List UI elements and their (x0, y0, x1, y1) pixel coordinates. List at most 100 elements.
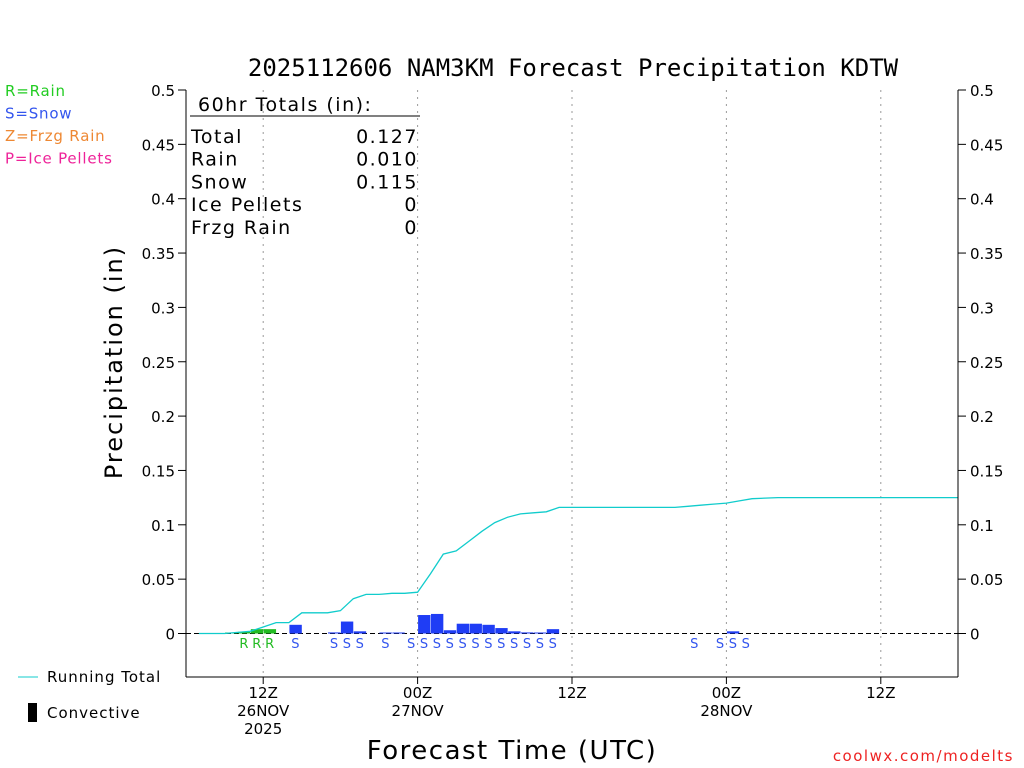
snow-bar (353, 631, 367, 634)
totals-row-label: Total (190, 126, 243, 148)
grid-lines (186, 90, 958, 677)
ptype-letter: S (549, 637, 557, 652)
ptype-letter: S (459, 637, 467, 652)
totals-row-label: Snow (191, 171, 248, 193)
ptype-letter: S (356, 637, 364, 652)
precip-bars (225, 613, 740, 634)
ptype-letter: S (716, 637, 724, 652)
ptype-letter: R (265, 637, 274, 652)
totals-row-value: 0 (404, 194, 418, 216)
snow-bar (521, 632, 534, 634)
y-tick-label-left: 0.45 (142, 136, 175, 154)
y-tick-label-left: 0 (165, 626, 175, 644)
snow-bar (726, 631, 740, 634)
snow-bar (533, 632, 547, 634)
rain-bar (237, 631, 251, 634)
totals-row-value: 0.010 (356, 149, 418, 171)
x-tick-label: 00Z (712, 684, 741, 702)
y-tick-label-left: 0.15 (142, 462, 175, 480)
ptype-letter: R (239, 637, 248, 652)
ptype-letter: S (420, 637, 428, 652)
convective-legend-label: Convective (47, 704, 141, 722)
y-axis-label: Precipitation (in) (100, 245, 128, 479)
running-total-legend-label: Running Total (47, 668, 161, 686)
ptype-letter: S (510, 637, 518, 652)
snow-bar (289, 624, 302, 634)
snow-bar (546, 629, 560, 634)
convective-legend-swatch (28, 703, 37, 722)
totals-row-value: 0.115 (356, 171, 418, 193)
x-tick-label: 28NOV (700, 702, 753, 720)
y-tick-label-left: 0.25 (142, 354, 175, 372)
y-tick-label-right: 0.45 (970, 136, 1003, 154)
snow-bar (430, 613, 444, 634)
source-credit: coolwx.com/modelts (833, 747, 1014, 765)
ptype-letter: S (433, 637, 441, 652)
y-tick-label-left: 0.35 (142, 245, 175, 263)
snow-bar (340, 621, 354, 634)
chart-title: 2025112606 NAM3KM Forecast Precipitation… (248, 54, 899, 82)
totals-row-value: 0.127 (356, 126, 418, 148)
ptype-letter: S (291, 637, 299, 652)
totals-header: 60hr Totals (in): (198, 94, 372, 116)
snow-bar (469, 623, 482, 634)
y-tick-label-right: 0.05 (970, 571, 1003, 589)
x-tick-label: 12Z (866, 684, 895, 702)
snow-bar (392, 632, 405, 634)
y-tick-label-right: 0.5 (970, 82, 994, 100)
y-tick-label-left: 0.2 (151, 408, 175, 426)
ptype-letter: S (446, 637, 454, 652)
rain-bar (250, 629, 264, 634)
ptype-letter: S (497, 637, 505, 652)
ptype-letter: S (484, 637, 492, 652)
totals-rows: Total 0.127 Rain 0.010 Snow 0.115 Ice Pellets 0… (190, 126, 418, 239)
x-axis-label: Forecast Time (UTC) (367, 736, 658, 766)
x-tick-label: 2025 (244, 720, 282, 738)
x-tick-label: 00Z (403, 684, 432, 702)
running-total-polyline (198, 496, 958, 635)
ptype-legend-item: R=Rain (5, 82, 66, 100)
ptype-letter: S (343, 637, 351, 652)
ptype-letter: S (523, 637, 531, 652)
ptype-letter: S (729, 637, 737, 652)
y-tick-label-left: 0.5 (151, 82, 175, 100)
ptype-letter: S (407, 637, 415, 652)
ptype-legend-item: P=Ice Pellets (5, 150, 113, 168)
ptype-legend: R=Rain S=Snow Z=Frzg Rain P=Ice Pellets (5, 82, 113, 168)
y-tick-label-right: 0.3 (970, 299, 994, 317)
snow-bar (443, 630, 457, 634)
y-tick-label-right: 0.2 (970, 408, 994, 426)
y-tick-label-left: 0.3 (151, 299, 175, 317)
y-tick-label-right: 0.4 (970, 191, 994, 209)
totals-row-label: Rain (191, 149, 239, 171)
x-tick-label: 26NOV (237, 702, 290, 720)
ptype-legend-item: Z=Frzg Rain (5, 127, 105, 145)
x-tick-label: 12Z (557, 684, 586, 702)
y-tick-label-right: 0 (970, 626, 980, 644)
rain-bar (263, 629, 277, 634)
y-tick-label-right: 0.35 (970, 245, 1003, 263)
ptype-letter: S (690, 637, 698, 652)
running-total-line (198, 496, 958, 635)
ptype-letter: S (381, 637, 389, 652)
snow-bar (418, 615, 431, 634)
x-tick-label: 12Z (249, 684, 278, 702)
ptype-letter: S (742, 637, 750, 652)
snow-bar (495, 628, 508, 634)
totals-box: 60hr Totals (in): Total 0.127 Rain 0.010 Sno… (190, 94, 420, 239)
ptype-legend-item: S=Snow (5, 105, 72, 123)
y-tick-label-right: 0.15 (970, 462, 1003, 480)
y-axis-ticks: 0.5 0.5 0.45 0.45 0.4 0.4 0.35 0.35 0.3 0.3 0.25 0.… (142, 82, 1004, 644)
ptype-letter: S (330, 637, 338, 652)
snow-bar (482, 624, 495, 634)
snow-bar (328, 632, 341, 634)
ptype-letter: S (471, 637, 479, 652)
y-tick-label-right: 0.25 (970, 354, 1003, 372)
ptype-letter: S (536, 637, 544, 652)
totals-row-label: Frzg Rain (191, 217, 292, 239)
ptype-letter: R (252, 637, 261, 652)
y-tick-label-left: 0.1 (151, 517, 175, 535)
